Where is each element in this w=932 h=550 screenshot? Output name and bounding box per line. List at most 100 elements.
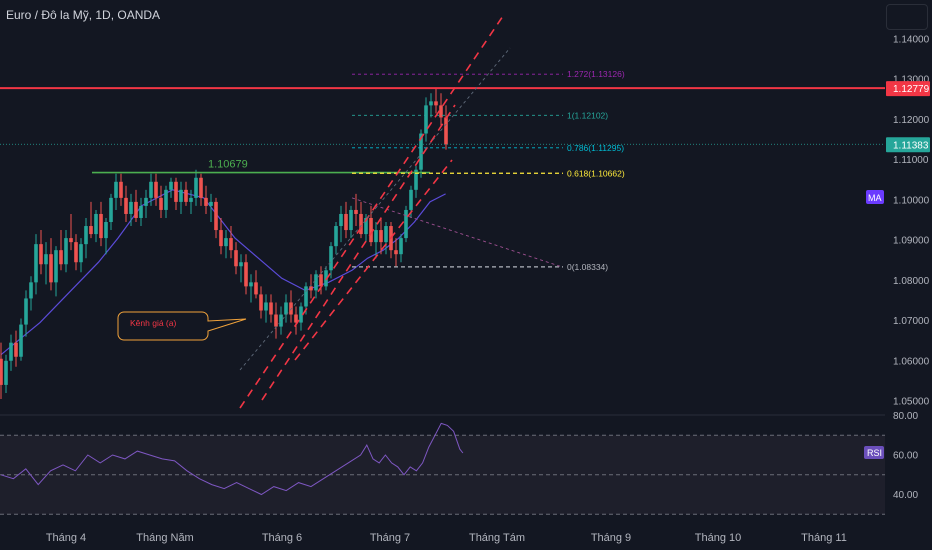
candle-up <box>149 181 153 198</box>
x-tick-label: Tháng Tám <box>469 532 525 544</box>
candle-down <box>0 358 3 385</box>
axes: 1.14000 1.13000 1.12000 1.11000 1.10000 1.090… <box>46 35 930 544</box>
x-tick-label: Tháng 4 <box>46 532 86 544</box>
candle-up <box>334 226 338 247</box>
y-tick-label: 1.13000 <box>893 75 930 86</box>
candle-up <box>94 213 98 235</box>
rsi-y-tick-label: 80.00 <box>893 411 918 422</box>
candle-down <box>274 314 278 327</box>
y-tick-label: 1.12000 <box>893 115 930 126</box>
candle-up <box>44 254 48 265</box>
annotation-callout <box>117 311 247 341</box>
candle-up <box>179 189 183 202</box>
candle-down <box>74 242 78 263</box>
candle-down <box>124 197 128 214</box>
fib-label: 0.618(1.10662) <box>567 168 625 178</box>
candle-down <box>39 244 43 265</box>
ma-badge-text: MA <box>868 193 882 203</box>
chart-title: Euro / Đô la Mỹ, 1D, OANDA <box>6 8 161 22</box>
channel-line <box>294 159 453 361</box>
candle-down <box>134 201 138 218</box>
candle-up <box>9 342 13 361</box>
candle-down <box>119 181 123 198</box>
candle-down <box>219 230 223 247</box>
candle-down <box>294 314 298 323</box>
candle-down <box>444 117 448 145</box>
candle-down <box>49 254 53 283</box>
candle-up <box>349 209 353 231</box>
candle-down <box>99 213 103 239</box>
candle-up <box>129 201 133 214</box>
candle-up <box>324 270 328 287</box>
candle-up <box>109 197 113 223</box>
fib-label: 1.272(1.13126) <box>567 69 625 79</box>
candle-down <box>344 213 348 231</box>
rsi-y-tick-label: 40.00 <box>893 490 918 501</box>
candle-up <box>419 133 423 170</box>
candle-up <box>164 189 168 210</box>
candle-down <box>394 250 398 255</box>
candle-down <box>244 262 248 287</box>
candle-up <box>304 286 308 307</box>
candle-down <box>69 238 73 243</box>
channel-line <box>261 104 456 401</box>
current-price-text: 1.11383 <box>893 140 929 151</box>
candle-up <box>29 282 33 299</box>
candles <box>0 88 448 399</box>
candle-up <box>399 238 403 255</box>
candle-down <box>259 294 263 311</box>
candle-down <box>234 250 238 267</box>
candle-down <box>369 217 373 243</box>
candle-up <box>374 230 378 243</box>
ma-line <box>0 189 446 356</box>
annotation-text: Kênh giá (a) <box>130 318 176 328</box>
y-tick-label: 1.07000 <box>893 316 930 327</box>
y-tick-label: 1.10000 <box>893 195 930 206</box>
candle-up <box>329 246 333 271</box>
candle-down <box>229 238 233 251</box>
candle-down <box>159 197 163 210</box>
x-tick-label: Tháng Năm <box>136 532 193 544</box>
candle-up <box>104 222 108 239</box>
fib-label: 1(1.12102) <box>567 110 608 120</box>
candle-up <box>409 189 413 210</box>
candle-up <box>169 181 173 190</box>
candle-up <box>54 250 58 283</box>
candle-up <box>339 213 343 227</box>
support-label: 1.10679 <box>208 159 248 171</box>
candle-up <box>384 226 388 243</box>
rsi-line <box>0 422 464 496</box>
chart-settings-box[interactable] <box>886 4 928 30</box>
candle-up <box>284 302 288 315</box>
candle-up <box>299 306 303 323</box>
channel-line <box>239 12 506 409</box>
rsi-panel <box>0 434 885 515</box>
x-tick-label: Tháng 11 <box>801 532 847 544</box>
candle-down <box>174 181 178 202</box>
candle-down <box>14 342 18 357</box>
x-tick-label: Tháng 6 <box>262 532 302 544</box>
candle-down <box>184 189 188 202</box>
y-tick-label: 1.08000 <box>893 276 930 287</box>
fib-label: 0(1.08334) <box>567 262 608 272</box>
candle-down <box>204 197 208 206</box>
channel-midline <box>239 47 511 371</box>
candle-up <box>79 244 83 263</box>
rsi-badge <box>864 446 884 459</box>
candle-up <box>404 209 408 239</box>
candle-up <box>64 238 68 265</box>
x-tick-label: Tháng 10 <box>695 532 741 544</box>
y-tick-label: 1.14000 <box>893 35 930 46</box>
candle-down <box>59 250 63 265</box>
candle-up <box>34 244 38 283</box>
candle-down <box>354 209 358 214</box>
ma-badge <box>866 190 884 204</box>
candle-up <box>239 262 243 267</box>
candle-down <box>269 302 273 315</box>
candle-down <box>434 101 438 106</box>
candle-up <box>224 238 228 247</box>
resistance-price-text: 1.12779 <box>893 84 930 95</box>
x-tick-label: Tháng 7 <box>370 532 410 544</box>
candle-up <box>209 201 213 206</box>
